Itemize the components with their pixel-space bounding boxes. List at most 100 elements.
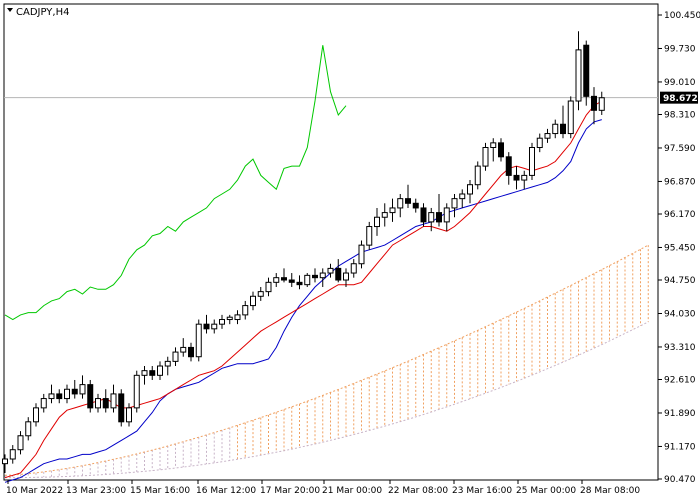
candle-body xyxy=(79,384,86,395)
candle-body xyxy=(335,267,342,281)
candle xyxy=(288,273,295,287)
candle xyxy=(79,375,86,399)
candle-body xyxy=(536,137,543,149)
candle xyxy=(95,393,101,413)
x-tick-label: 23 Mar 16:00 xyxy=(452,486,512,496)
candle-body xyxy=(327,267,334,274)
senkou-span-b-line xyxy=(5,321,649,479)
candle xyxy=(350,259,357,278)
candle-body xyxy=(17,435,24,451)
candle-body xyxy=(366,226,373,246)
candle-body xyxy=(9,449,16,460)
candle xyxy=(529,142,535,181)
candle-body xyxy=(273,277,280,283)
candle-body xyxy=(304,274,311,286)
candle xyxy=(40,393,47,413)
candle-body xyxy=(467,184,473,195)
candle xyxy=(374,207,380,236)
candle-body xyxy=(164,360,171,367)
candle xyxy=(133,370,140,413)
candle-body xyxy=(48,393,55,400)
y-tick-label: 94.750 xyxy=(664,276,696,286)
y-tick-label: 92.610 xyxy=(664,376,696,386)
candle xyxy=(141,366,148,385)
candle xyxy=(560,105,566,139)
candle-body xyxy=(211,323,218,330)
candle-body xyxy=(350,263,357,274)
candle-body xyxy=(459,193,466,200)
candle-body xyxy=(529,147,535,176)
price-axis: 100.450 99.730 99.010 98.310 97.590 96.870 96.… xyxy=(658,11,700,485)
candle xyxy=(312,268,318,283)
candle xyxy=(358,240,365,269)
candle-body xyxy=(319,272,326,279)
y-tick-label: 94.030 xyxy=(664,309,696,319)
candle-body xyxy=(521,174,528,181)
candle-body xyxy=(560,123,566,135)
x-tick-label: 25 Mar 00:00 xyxy=(516,486,576,496)
y-tick-label: 91.170 xyxy=(664,442,696,452)
price-tag: 98.672 xyxy=(660,91,698,104)
candle-body xyxy=(420,207,427,223)
candle-body xyxy=(149,370,156,376)
y-tick-label: 97.590 xyxy=(664,144,696,154)
candle-body xyxy=(203,323,210,330)
x-tick-label: 17 Mar 20:00 xyxy=(260,486,320,496)
ichimoku-cloud xyxy=(4,244,649,479)
candle xyxy=(459,189,466,208)
candle xyxy=(505,152,512,185)
y-tick-label: 99.010 xyxy=(664,78,696,88)
candle xyxy=(490,138,497,162)
symbol-title: CADJPY,H4 xyxy=(16,7,69,18)
candle xyxy=(126,403,132,427)
candle xyxy=(482,142,489,171)
candle xyxy=(428,207,435,232)
candle-body xyxy=(552,123,559,135)
candle xyxy=(436,193,442,227)
candle-body xyxy=(381,212,388,218)
candle xyxy=(467,180,473,204)
candle xyxy=(575,31,582,111)
candle-body xyxy=(133,374,140,409)
candle-body xyxy=(180,346,187,353)
candle xyxy=(211,319,218,334)
candle xyxy=(281,268,287,283)
y-tick-label: 93.310 xyxy=(664,343,696,353)
candle xyxy=(257,286,264,301)
candle xyxy=(591,87,597,125)
candle xyxy=(583,40,590,106)
candle-body xyxy=(157,365,163,376)
candle xyxy=(552,119,559,139)
candle-body xyxy=(575,49,582,102)
candle xyxy=(226,314,233,325)
candle xyxy=(9,445,16,464)
candle xyxy=(544,128,551,143)
candle xyxy=(234,310,241,325)
candle-body xyxy=(567,100,574,135)
candle xyxy=(405,184,411,208)
candle xyxy=(71,379,78,399)
candle xyxy=(343,268,349,287)
y-tick-label: 100.450 xyxy=(664,11,700,21)
candle xyxy=(397,193,404,218)
candle xyxy=(118,389,125,427)
candle xyxy=(443,203,450,232)
candle-body xyxy=(25,421,32,437)
candle-body xyxy=(397,198,404,209)
senkou-span-a-line xyxy=(4,244,649,476)
candle-body xyxy=(172,351,179,362)
candle-body xyxy=(195,323,202,358)
candle xyxy=(319,268,326,287)
candle xyxy=(381,203,388,227)
candles xyxy=(2,31,605,473)
y-tick-label: 95.450 xyxy=(664,243,696,253)
candle xyxy=(521,170,528,190)
candle-body xyxy=(513,174,520,181)
candle-body xyxy=(474,165,481,186)
candle xyxy=(2,454,8,473)
candle xyxy=(87,379,94,413)
candle xyxy=(242,300,249,320)
candle xyxy=(513,166,520,190)
symbol-dropdown-icon[interactable] xyxy=(7,8,13,12)
